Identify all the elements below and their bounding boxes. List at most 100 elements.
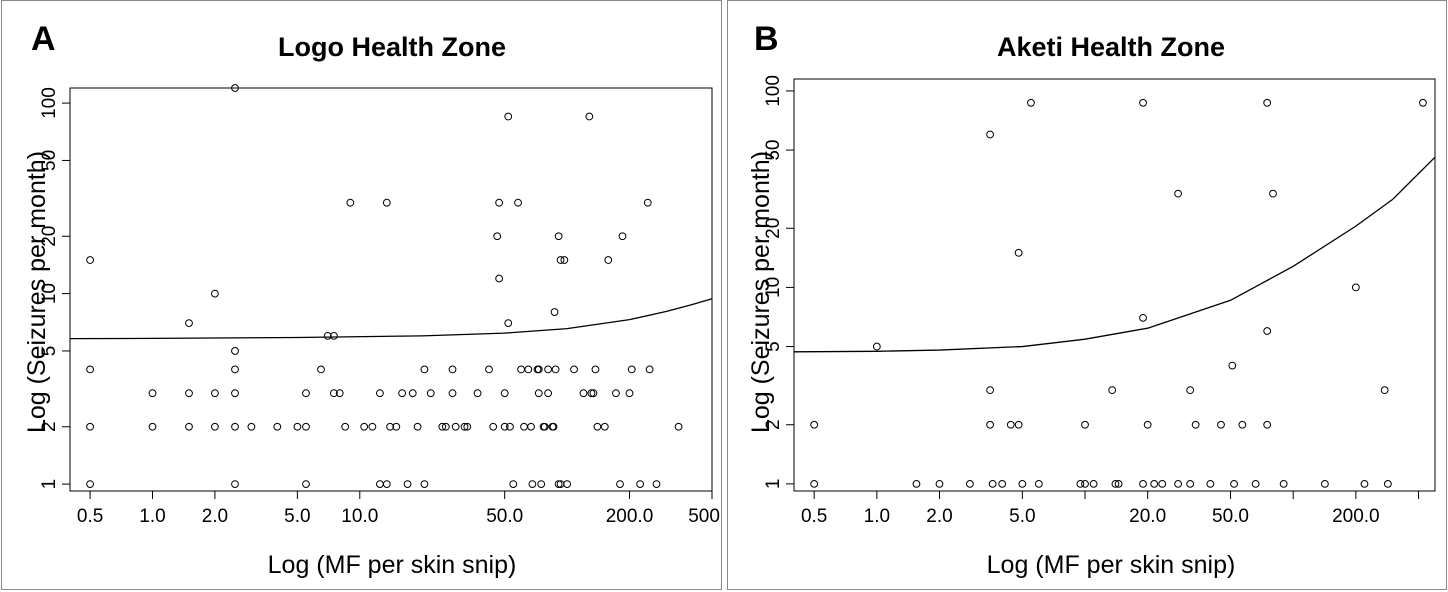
- panel-a: A Logo Health Zone Log (MF per skin snip…: [1, 0, 722, 590]
- data-point: [935, 479, 944, 488]
- data-point: [591, 365, 600, 374]
- data-point: [998, 479, 1007, 488]
- data-point: [360, 422, 369, 431]
- data-point: [1111, 479, 1120, 488]
- y-tick-label: 10: [39, 283, 60, 304]
- data-point: [627, 365, 636, 374]
- data-point: [556, 256, 565, 264]
- data-point: [587, 389, 596, 398]
- data-point: [403, 480, 412, 489]
- data-point: [1217, 420, 1225, 429]
- chart-a: A Logo Health Zone Log (MF per skin snip…: [23, 20, 721, 579]
- data-point: [912, 479, 921, 488]
- data-point: [420, 480, 429, 489]
- data-point: [537, 480, 546, 489]
- data-point: [1360, 479, 1369, 488]
- data-point: [398, 389, 407, 398]
- data-point: [674, 422, 683, 431]
- fitted-curve: [69, 298, 713, 340]
- data-point: [544, 365, 553, 374]
- data-point: [86, 480, 94, 489]
- data-point: [1419, 98, 1427, 107]
- data-point: [302, 422, 310, 431]
- data-point: [495, 274, 504, 283]
- data-point: [593, 422, 602, 431]
- data-point: [1380, 386, 1389, 395]
- x-tick-label: 5.0: [1009, 506, 1035, 527]
- data-point: [1269, 189, 1277, 198]
- data-point: [148, 389, 157, 398]
- y-tick-label: 1: [39, 479, 60, 490]
- data-point: [86, 365, 94, 374]
- y-tick-label: 5: [763, 341, 784, 352]
- x-tick-label: 1.0: [139, 506, 165, 527]
- plot-frame: [69, 87, 713, 492]
- data-point: [527, 422, 535, 431]
- data-point: [448, 365, 457, 374]
- data-point: [986, 386, 994, 395]
- data-point: [426, 389, 435, 398]
- data-point: [382, 480, 391, 489]
- data-point: [618, 232, 627, 241]
- data-point: [1139, 313, 1147, 322]
- data-point: [463, 422, 472, 431]
- data-point: [302, 480, 310, 489]
- data-point: [231, 84, 239, 92]
- data-point: [441, 422, 450, 431]
- data-point: [506, 422, 514, 431]
- data-point: [551, 365, 560, 374]
- data-point: [872, 342, 881, 351]
- data-point: [493, 232, 502, 241]
- y-axis-label: Log (Seizures per month): [747, 151, 775, 433]
- x-tick-label: 50.0: [1212, 506, 1249, 527]
- data-point: [1018, 479, 1027, 488]
- data-point: [604, 256, 613, 264]
- data-point: [86, 256, 94, 264]
- data-point: [563, 480, 572, 489]
- y-tick-label: 10: [763, 277, 784, 298]
- data-point: [1230, 479, 1238, 488]
- data-point: [392, 422, 401, 431]
- data-point: [329, 389, 338, 398]
- data-point: [570, 365, 578, 374]
- data-point: [810, 420, 819, 429]
- data-point: [408, 389, 417, 398]
- data-point: [1251, 479, 1260, 488]
- data-point: [293, 422, 302, 431]
- x-tick-label: 500.0: [688, 506, 721, 527]
- data-point: [585, 112, 594, 121]
- data-point: [1206, 479, 1215, 488]
- data-point: [1320, 479, 1329, 488]
- x-tick-label: 10.0: [341, 506, 378, 527]
- data-point: [485, 365, 493, 374]
- data-point: [1238, 420, 1247, 429]
- data-point: [534, 365, 543, 374]
- x-tick-label: 2.0: [926, 506, 952, 527]
- data-point: [988, 479, 997, 488]
- data-point: [554, 480, 563, 489]
- data-point: [382, 198, 391, 207]
- x-tick-label: 1.0: [864, 506, 890, 527]
- data-point: [302, 389, 310, 398]
- data-point: [500, 389, 509, 398]
- data-point: [473, 389, 482, 398]
- x-tick-label: 2.0: [202, 506, 228, 527]
- data-point: [1143, 420, 1152, 429]
- x-tick-label: 0.5: [77, 506, 103, 527]
- data-point: [509, 480, 518, 489]
- data-point: [810, 479, 819, 488]
- data-point: [528, 480, 537, 489]
- data-point: [1191, 420, 1200, 429]
- data-point: [335, 389, 344, 398]
- x-axis-label: Log (MF per skin snip): [987, 551, 1236, 579]
- data-point: [986, 130, 994, 139]
- data-point: [1081, 479, 1089, 488]
- data-point: [554, 232, 563, 241]
- data-point: [1139, 98, 1147, 107]
- data-point: [185, 422, 193, 431]
- data-point: [413, 422, 422, 431]
- data-point: [504, 319, 513, 328]
- x-axis-label: Log (MF per skin snip): [268, 551, 517, 579]
- data-point: [231, 365, 239, 374]
- data-point: [460, 422, 469, 431]
